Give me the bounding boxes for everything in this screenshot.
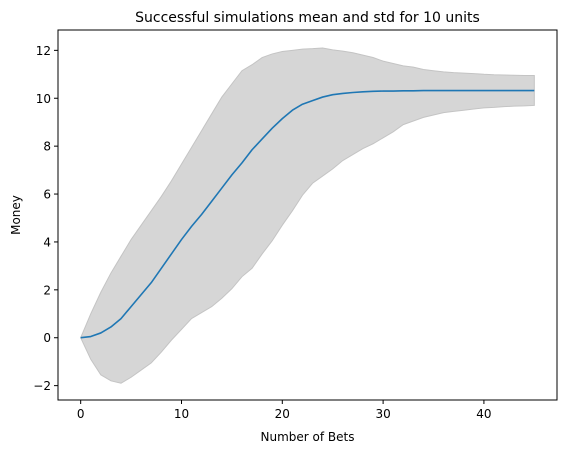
y-tick-label: 6 <box>43 188 51 202</box>
x-tick-label: 20 <box>275 407 290 421</box>
y-tick-label: −2 <box>33 379 51 393</box>
y-tick-label: 12 <box>36 44 51 58</box>
mean-line <box>80 89 535 339</box>
x-tick-label: 30 <box>375 407 390 421</box>
y-tick-label: 4 <box>43 235 51 249</box>
y-tick-label: 0 <box>43 331 51 345</box>
y-axis-ticks: −2 0 2 4 6 8 10 12 <box>33 44 58 393</box>
x-tick-label: 0 <box>77 407 85 421</box>
x-axis-ticks: 0 10 20 30 40 <box>77 400 492 421</box>
x-tick-label: 10 <box>174 407 189 421</box>
y-tick-label: 8 <box>43 140 51 154</box>
y-axis-label: Money <box>9 195 23 235</box>
x-axis-label: Number of Bets <box>261 430 355 444</box>
plot-frame <box>57 29 558 401</box>
chart-title: Successful simulations mean and std for … <box>135 10 480 26</box>
y-tick-label: 10 <box>36 92 51 106</box>
x-tick-label: 40 <box>476 407 491 421</box>
y-tick-label: 2 <box>43 283 51 297</box>
mean-line-layer <box>80 89 535 339</box>
